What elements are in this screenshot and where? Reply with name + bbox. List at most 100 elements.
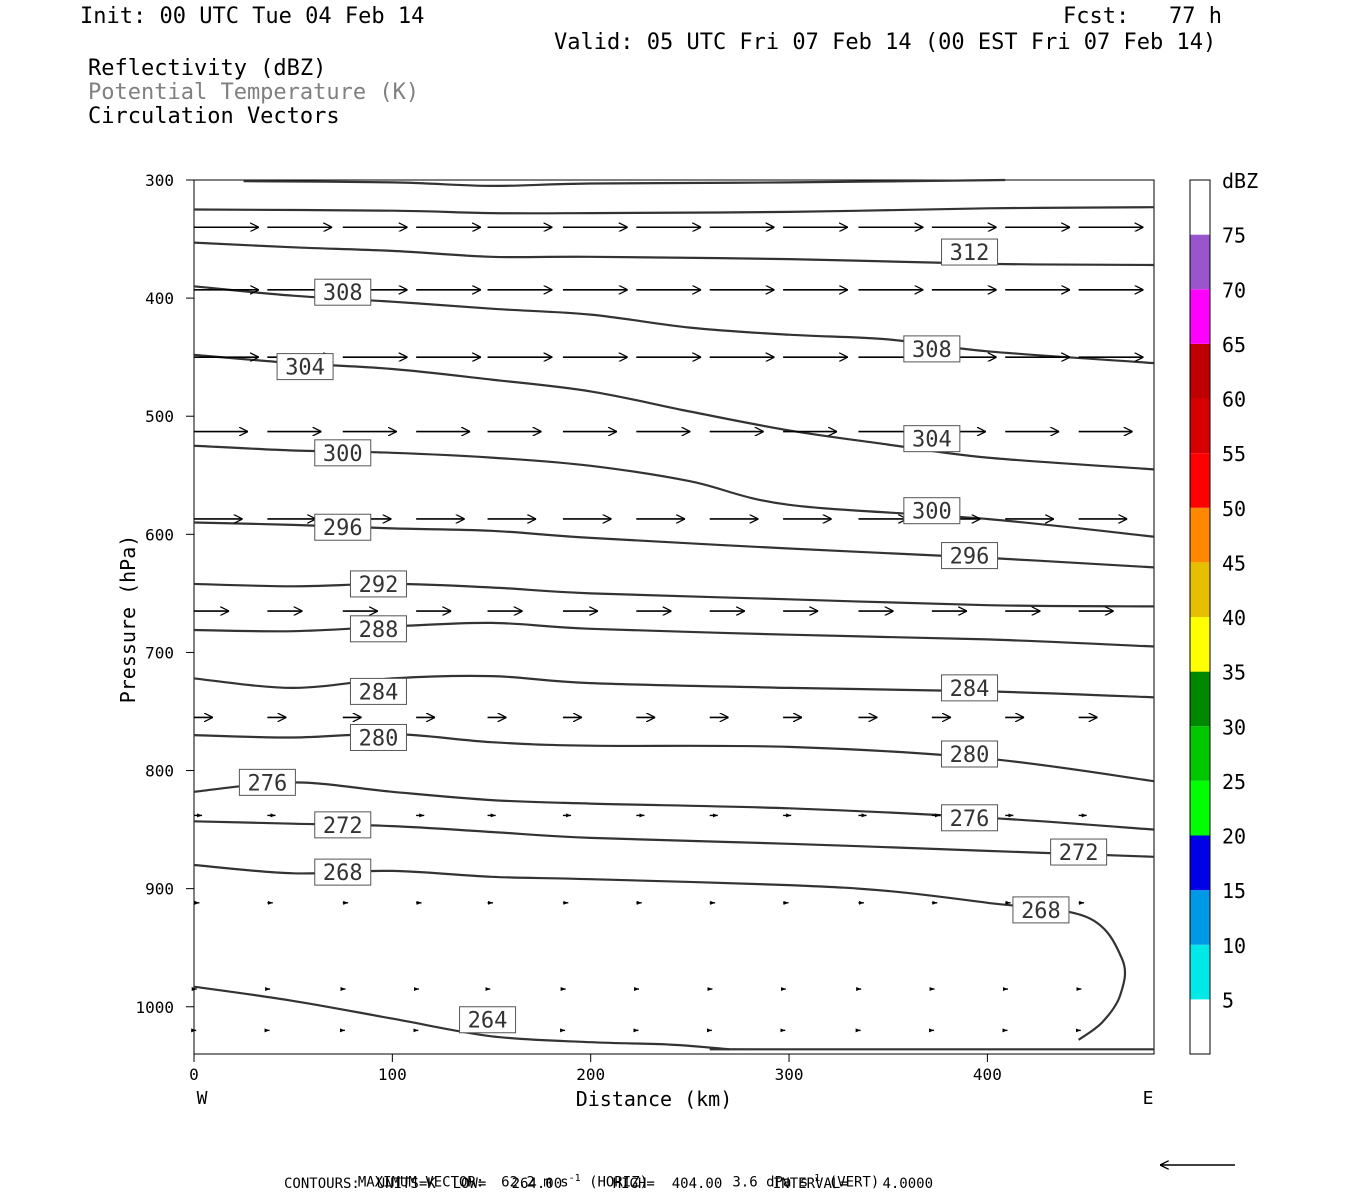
contour-label-box-264 (459, 1006, 517, 1034)
contour-label-box-300 (903, 497, 961, 525)
y-tick-label: 700 (145, 643, 174, 662)
x-end-label-west: W (197, 1088, 208, 1109)
contour-label-308: 308 (912, 338, 952, 363)
init-time: Init: 00 UTC Tue 04 Feb 14 (80, 4, 425, 29)
colorbar-segment (1190, 343, 1210, 399)
max-vector-line: MAXIMUM VECTOR: 62.2 m s-1 (HORIZ) 3.6 d… (341, 1157, 879, 1191)
contour-label-box-276 (238, 768, 296, 796)
contour-label-280: 280 (359, 726, 399, 751)
colorbar-segment (1190, 180, 1210, 235)
y-tick-label: 600 (145, 525, 174, 544)
contour-284 (193, 674, 1155, 699)
contour-label-272: 272 (323, 814, 363, 839)
colorbar-tick-label: 30 (1222, 715, 1246, 739)
contour-264 (193, 985, 730, 1051)
contour-label-304: 304 (285, 356, 325, 381)
colorbar-tick-label: 65 (1222, 333, 1246, 357)
colorbar-segment (1190, 999, 1210, 1054)
contour-label-264: 264 (468, 1009, 508, 1034)
colorbar-segment (1190, 234, 1210, 290)
x-tick-label: 100 (378, 1065, 407, 1084)
contour-label-288: 288 (359, 618, 399, 643)
colorbar-segment (1190, 671, 1210, 727)
colorbar-tick-label: 40 (1222, 606, 1246, 630)
y-tick-label: 1000 (135, 998, 174, 1017)
y-tick-label: 300 (145, 171, 174, 190)
contour-label-box-312 (941, 238, 999, 266)
contour-label-284: 284 (359, 680, 399, 705)
contour-label-box-308 (314, 278, 372, 306)
colorbar-tick-label: 50 (1222, 497, 1246, 521)
colorbar-tick-label: 35 (1222, 661, 1246, 685)
colorbar-segment (1190, 835, 1210, 891)
colorbar-segment (1190, 289, 1210, 344)
y-tick-label: 800 (145, 762, 174, 781)
colorbar-tick-label: 20 (1222, 825, 1246, 849)
colorbar-tick-label: 10 (1222, 934, 1246, 958)
contour-label-box-284 (349, 677, 407, 705)
colorbar-tick-label: 5 (1222, 988, 1234, 1012)
horiz-suffix: (HORIZ) (580, 1174, 649, 1191)
contour-label-box-304 (903, 425, 961, 453)
contour-label-box-272 (1050, 838, 1108, 866)
colorbar-segment (1190, 726, 1210, 781)
colorbar-tick-label: 15 (1222, 879, 1246, 903)
contour-label-box-304 (276, 353, 334, 381)
contour-label-box-288 (349, 615, 407, 643)
contour-label-box-308 (903, 335, 961, 363)
contour-info: CONTOURS: UNITS=K LOW= 264.00 HIGH= 404.… (284, 1176, 934, 1192)
contour-label-296: 296 (323, 516, 363, 541)
x-tick-label: 400 (973, 1065, 1002, 1084)
forecast-hour: Fcst: 77 h (1063, 4, 1222, 29)
plot-frame (193, 179, 1155, 1055)
contour-label-box-268 (1012, 896, 1070, 924)
colorbar-tick-label: 75 (1222, 224, 1246, 248)
horiz-exponent: -1 (568, 1173, 581, 1184)
valid-time: Valid: 05 UTC Fri 07 Feb 14 (00 EST Fri … (554, 30, 1217, 55)
colorbar-tick-label: 55 (1222, 442, 1246, 466)
contour-label-292: 292 (359, 573, 399, 598)
contour-label-296: 296 (950, 545, 990, 570)
contour-label-272: 272 (1059, 841, 1099, 866)
colorbar-title: dBZ (1222, 169, 1258, 193)
colorbar-segment (1190, 890, 1210, 945)
contour-label-276: 276 (950, 807, 990, 832)
y-axis-label: Pressure (hPa) (116, 535, 140, 704)
contour-label-268: 268 (1021, 899, 1061, 924)
colorbar-segment (1190, 617, 1210, 672)
contour-label-box-280 (349, 723, 407, 751)
contour-label-box-280 (941, 740, 999, 768)
contour-label-308: 308 (323, 281, 363, 306)
field-reflectivity: Reflectivity (dBZ) (88, 56, 327, 81)
colorbar-segment (1190, 398, 1210, 454)
colorbar-tick-label: 60 (1222, 388, 1246, 412)
vert-exponent: -1 (808, 1173, 821, 1184)
x-tick-label: 200 (576, 1065, 605, 1084)
x-end-label-east: E (1143, 1088, 1154, 1109)
colorbar-segment (1190, 507, 1210, 563)
contour-label-box-292 (349, 570, 407, 598)
max-vector-horiz: 62.2 m s (501, 1174, 569, 1191)
colorbar-segment (1190, 944, 1210, 1000)
colorbar-tick-label: 70 (1222, 278, 1246, 302)
contour-label-box-284 (941, 674, 999, 702)
colorbar-segment (1190, 780, 1210, 836)
contour-label-box-268 (314, 858, 372, 886)
contour-288 (193, 621, 1155, 648)
contour-label-box-296 (314, 513, 372, 541)
contour-320 (243, 178, 1006, 188)
colorbar-segment (1190, 562, 1210, 617)
colorbar-segment (1190, 453, 1210, 508)
contour-label-box-296 (941, 542, 999, 570)
vert-suffix: (VERT) (820, 1174, 880, 1191)
contour-280 (193, 732, 1155, 783)
contour-label-box-300 (314, 439, 372, 467)
contour-label-268: 268 (323, 861, 363, 886)
contour-label-box-276 (941, 804, 999, 832)
contour-label-box-272 (314, 811, 372, 839)
contour-label-300: 300 (323, 442, 363, 467)
max-vector-label: MAXIMUM VECTOR: (357, 1174, 485, 1191)
contour-292 (193, 582, 1155, 608)
contour-label-304: 304 (912, 428, 952, 453)
